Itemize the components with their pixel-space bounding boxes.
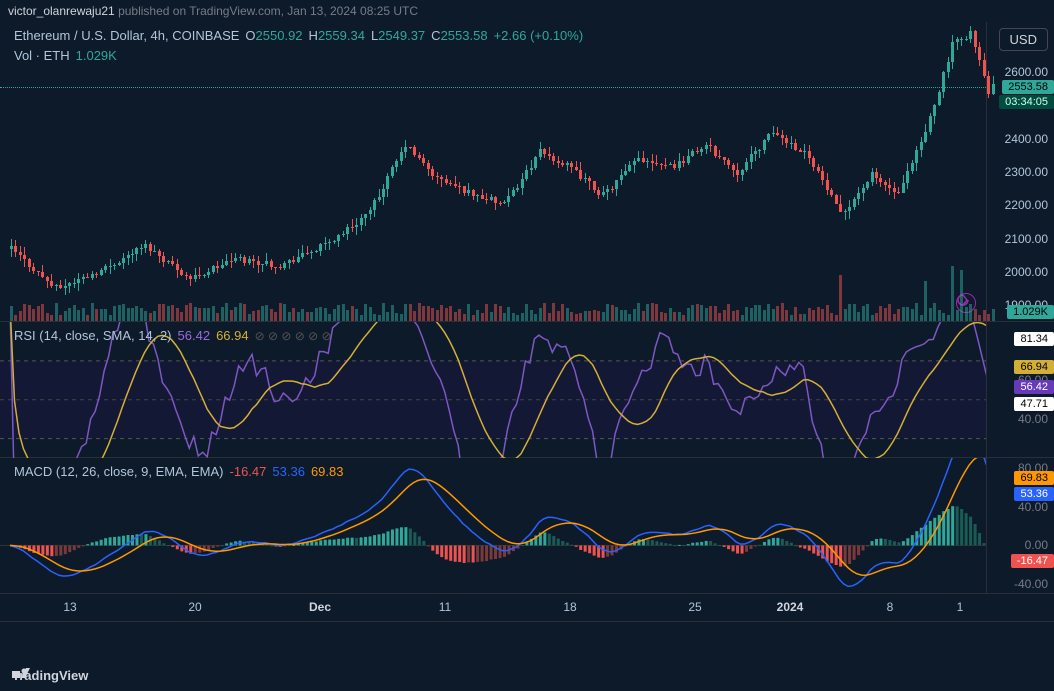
price-panel[interactable]: Ethereum / U.S. Dollar, 4h, COINBASE O25… xyxy=(0,22,1054,322)
volume-legend: Vol · ETH 1.029K xyxy=(14,48,117,63)
rsi-y-axis[interactable]: 81.3466.9460.0056.4247.7140.00 xyxy=(986,322,1054,457)
macd-panel[interactable]: MACD (12, 26, close, 9, EMA, EMA) -16.47… xyxy=(0,458,1054,594)
last-price-line xyxy=(0,87,986,88)
rsi-panel[interactable]: RSI (14, close, SMA, 14, 2) 56.42 66.94 … xyxy=(0,322,1054,458)
price-y-axis[interactable]: 2700.002600.002500.002400.002300.002200.… xyxy=(986,22,1054,321)
publish-header: victor_olanrewaju21 published on Trading… xyxy=(0,0,1054,22)
currency-badge[interactable]: USD xyxy=(999,28,1048,51)
time-axis[interactable]: 1320Dec111825202481 xyxy=(0,594,1054,622)
macd-legend: MACD (12, 26, close, 9, EMA, EMA) -16.47… xyxy=(14,464,343,479)
tradingview-logo: TradingView xyxy=(12,668,88,683)
volume-bars xyxy=(0,261,986,321)
rsi-legend: RSI (14, close, SMA, 14, 2) 56.42 66.94 … xyxy=(14,328,332,343)
main-legend: Ethereum / U.S. Dollar, 4h, COINBASE O25… xyxy=(14,28,583,43)
macd-y-axis[interactable]: 80.0069.8353.3640.000.00-16.47-40.00 xyxy=(986,458,1054,593)
